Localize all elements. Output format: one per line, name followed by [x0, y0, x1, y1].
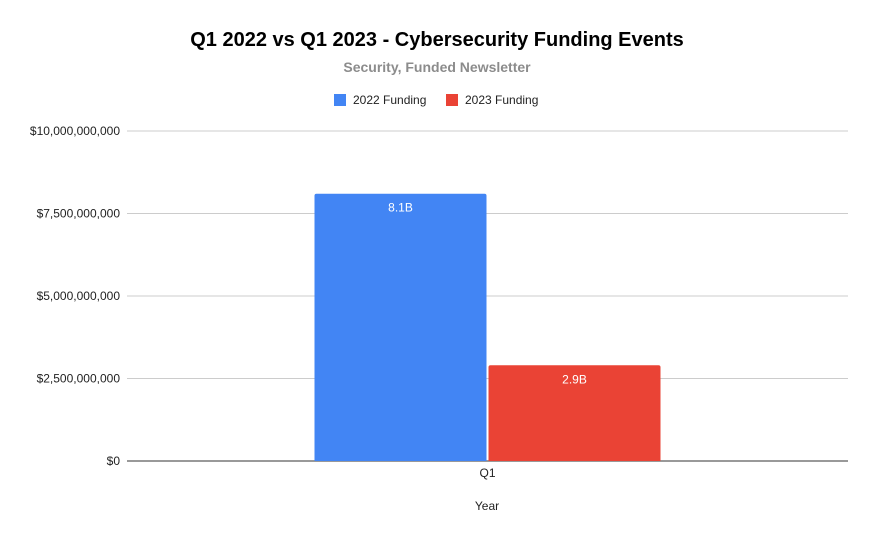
data-label: 8.1B [388, 201, 413, 215]
y-axis-ticks: $0 $2,500,000,000 $5,000,000,000 $7,500,000… [30, 124, 120, 468]
x-axis-title: Year [475, 499, 499, 513]
x-axis-ticks: Q1 [479, 466, 495, 480]
y-tick-label: $10,000,000,000 [30, 124, 120, 138]
bars: 8.1B 2.9B [314, 193, 661, 461]
x-tick-label: Q1 [479, 466, 495, 480]
chart-title: Q1 2022 vs Q1 2023 - Cybersecurity Fundi… [190, 29, 684, 51]
bar-2022-funding [314, 193, 487, 461]
data-label: 2.9B [562, 372, 587, 386]
chart-subtitle: Security, Funded Newsletter [343, 59, 531, 75]
y-tick-label: $5,000,000,000 [37, 289, 121, 303]
legend-label: 2022 Funding [353, 93, 426, 107]
gridlines [127, 130, 848, 462]
y-tick-label: $0 [107, 454, 121, 468]
legend-swatch [446, 94, 458, 106]
legend-label: 2023 Funding [465, 93, 538, 107]
y-tick-label: $2,500,000,000 [37, 372, 121, 386]
chart-legend: 2022 Funding 2023 Funding [334, 93, 538, 107]
bar-2023-funding [488, 365, 661, 461]
legend-swatch [334, 94, 346, 106]
y-tick-label: $7,500,000,000 [37, 207, 121, 221]
